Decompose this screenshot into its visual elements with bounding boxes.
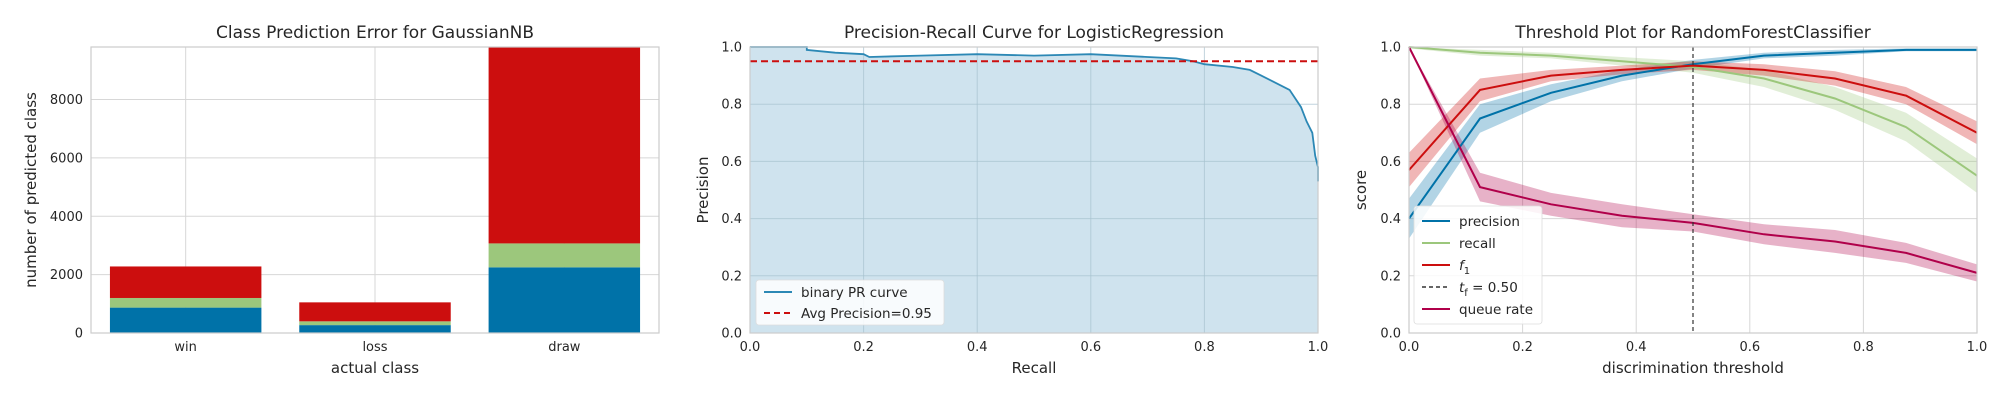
p2-y-tick-label: 0.0 (721, 327, 742, 342)
p2-y-axis-label: Precision (694, 157, 712, 224)
p2-x-tick-label: 0.8 (1194, 340, 1215, 355)
p1-bar-segment (488, 267, 641, 333)
p3-band-queue-rate (1409, 47, 1977, 282)
p3-x-tick-label: 1.0 (1967, 340, 1988, 355)
p2-pr-curve-line (750, 46, 1319, 182)
p2-x-tick-labels: 0.0 0.2 0.4 0.6 0.8 1.0 (740, 340, 1329, 355)
p2-x-tick-label: 0.0 (740, 340, 761, 355)
p3-x-tick-label: 0.0 (1399, 340, 1420, 355)
p2-x-tick-label: 1.0 (1308, 340, 1329, 355)
p2-pr-area (750, 47, 1318, 333)
p3-y-tick-label: 0.6 (1380, 155, 1401, 170)
p2-y-tick-label: 0.6 (721, 155, 742, 170)
p1-bar-segment (299, 321, 451, 326)
p3-legend-label: recall (1459, 236, 1496, 252)
p3-y-tick-label: 1.0 (1380, 41, 1401, 56)
p2-title: Precision-Recall Curve for LogisticRegre… (844, 23, 1224, 43)
p1-bar-segment (109, 266, 262, 298)
p2-y-tick-label: 1.0 (721, 41, 742, 56)
class-prediction-error-chart: win loss draw 0 2000 4000 6000 8000 Class Pred… (22, 23, 660, 377)
p3-band-precision (1409, 48, 1977, 239)
p1-y-tick-labels: 0 2000 4000 6000 8000 (50, 93, 83, 341)
p2-x-axis-label: Recall (1012, 359, 1057, 377)
p3-legend-label-sub: f (1464, 288, 1468, 299)
p2-x-tick-label: 0.4 (967, 340, 988, 355)
p1-x-tick-label: draw (548, 340, 581, 355)
p1-y-tick-label: 2000 (50, 268, 83, 283)
p2-legend-label-avg: Avg Precision=0.95 (801, 306, 932, 322)
p3-x-axis-label: discrimination threshold (1602, 359, 1784, 377)
p1-y-tick-label: 0 (75, 327, 83, 342)
p3-legend-label-main: t (1459, 280, 1465, 296)
p3-line-recall (1408, 46, 1978, 177)
p1-axes-frame (90, 46, 660, 334)
p3-legend-label-sub: 1 (1464, 266, 1470, 277)
p2-legend-box (755, 279, 945, 326)
p3-x-tick-label: 0.8 (1853, 340, 1874, 355)
p3-legend-label-main: f (1459, 258, 1466, 274)
p3-x-tick-label: 0.2 (1512, 340, 1533, 355)
p3-axes-frame (1408, 46, 1978, 334)
p3-legend-label: tf = 0.50 (1459, 280, 1518, 299)
p1-title: Class Prediction Error for GaussianNB (216, 23, 534, 43)
p2-y-tick-label: 0.8 (721, 98, 742, 113)
p1-bar-segment (299, 302, 451, 322)
p1-x-tick-label: win (174, 340, 196, 355)
p2-legend: binary PR curve Avg Precision=0.95 (755, 279, 945, 326)
p3-legend-label: queue rate (1459, 302, 1533, 318)
p3-legend-label-main: precision (1459, 214, 1520, 230)
p1-x-tick-label: loss (362, 340, 387, 355)
p2-area (750, 47, 1318, 333)
p3-y-tick-label: 0.8 (1380, 98, 1401, 113)
p1-x-tick-labels: win loss draw (174, 340, 580, 355)
p1-y-tick-label: 6000 (50, 151, 83, 166)
p3-y-tick-label: 0.4 (1380, 212, 1401, 227)
p2-legend-label-pr: binary PR curve (801, 285, 908, 301)
p1-bars (109, 47, 641, 333)
precision-recall-chart: 0.0 0.2 0.4 0.6 0.8 1.0 0.0 0.2 0.4 0.6 0.8 1.0 Pr… (694, 23, 1328, 377)
p1-y-tick-label: 8000 (50, 93, 83, 108)
p3-legend-label-main: queue rate (1459, 302, 1533, 318)
p2-x-tick-label: 0.6 (1080, 340, 1101, 355)
p2-y-tick-labels: 0.0 0.2 0.4 0.6 0.8 1.0 (721, 41, 742, 342)
p3-legend-label: f1 (1459, 258, 1470, 277)
p3-line-f1 (1408, 64, 1978, 171)
p3-x-tick-label: 0.4 (1626, 340, 1647, 355)
p1-bar-segment (109, 297, 262, 308)
p1-x-axis-label: actual class (331, 359, 419, 377)
p2-axes-frame (749, 46, 1319, 334)
p3-legend-box (1413, 205, 1543, 325)
p3-legend-label-main: recall (1459, 236, 1496, 252)
p3-y-tick-labels: 0.0 0.2 0.4 0.6 0.8 1.0 (1380, 41, 1401, 342)
p3-title: Threshold Plot for RandomForestClassifie… (1514, 23, 1871, 43)
p2-lines (750, 46, 1319, 182)
p1-bar-segment (109, 307, 262, 333)
p1-bar-segment (488, 47, 641, 244)
p2-y-tick-label: 0.2 (721, 269, 742, 284)
p3-y-tick-label: 0.0 (1380, 327, 1401, 342)
p3-x-tick-label: 0.6 (1739, 340, 1760, 355)
p3-y-axis-label: score (1352, 170, 1370, 210)
p3-legend-label-tail: = 0.50 (1468, 280, 1518, 296)
threshold-plot-chart: 0.0 0.2 0.4 0.6 0.8 1.0 0.0 0.2 0.4 0.6 0.8 1.0 Th… (1352, 23, 1987, 377)
p1-y-axis-label: number of predicted class (22, 92, 40, 288)
p1-bar-segment (488, 243, 641, 268)
p3-band-recall (1409, 47, 1977, 193)
p3-y-tick-label: 0.2 (1380, 269, 1401, 284)
p3-legend-label: precision (1459, 214, 1520, 230)
p3-x-tick-labels: 0.0 0.2 0.4 0.6 0.8 1.0 (1399, 340, 1988, 355)
p3-bands (1409, 47, 1977, 282)
p2-y-tick-label: 0.4 (721, 212, 742, 227)
p1-y-tick-label: 4000 (50, 210, 83, 225)
p2-x-tick-label: 0.2 (853, 340, 874, 355)
p1-bar-segment (299, 325, 451, 333)
